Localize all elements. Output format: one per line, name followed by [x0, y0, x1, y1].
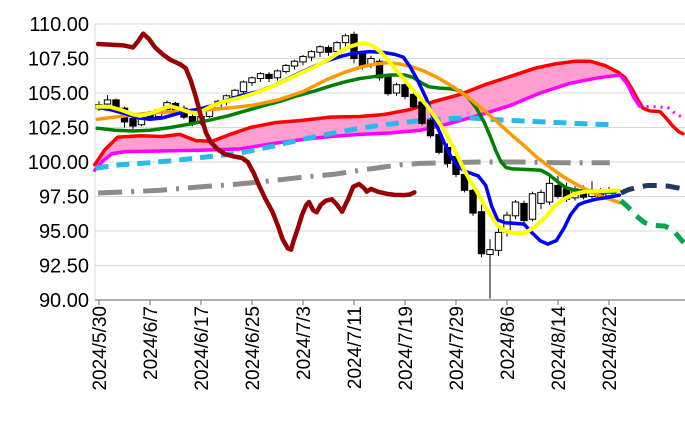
candle-body-up [290, 60, 299, 67]
candle-body-up [282, 64, 290, 73]
y-axis-label: 100.00 [28, 152, 89, 174]
y-axis-label: 105.00 [28, 83, 89, 105]
cloud-top-red-line [93, 59, 685, 167]
forecast-green-dashed-line [619, 198, 685, 245]
x-axis-label: 2024/5/30 [90, 306, 111, 391]
ma-slow-green-line [95, 73, 617, 195]
y-axis-label: 97.50 [39, 187, 89, 209]
x-axis-label: 2024/6/17 [192, 306, 213, 391]
candle-body-up [392, 84, 401, 94]
candle-body-down [520, 202, 528, 222]
forecast-navy-dashed-line [619, 182, 681, 196]
ma-fast-yellow-line [95, 41, 622, 236]
candle-body-up [273, 70, 282, 79]
y-axis-label: 107.50 [28, 49, 89, 71]
candle-body-down [324, 46, 333, 53]
candle-body-up [494, 231, 503, 251]
x-axis-label: 2024/8/22 [600, 306, 621, 391]
cloud-bottom-magenta-dotted-line [639, 104, 684, 119]
candle-body-up [486, 249, 494, 255]
candle-body-down [409, 93, 418, 108]
candle-body-up [537, 191, 545, 204]
y-axis-label: 102.50 [28, 118, 89, 140]
candle-body-up [103, 99, 112, 105]
candle-body-down [554, 184, 562, 198]
candle-body-up [341, 35, 350, 44]
cloud-bottom-magenta-line [93, 73, 642, 173]
y-axis-label: 90.00 [39, 290, 89, 312]
trend-gray-dashdot-line [98, 159, 610, 196]
x-axis-label: 2024/6/25 [243, 306, 264, 391]
candle-body-up [316, 46, 324, 53]
x-axis-label: 2024/7/11 [345, 306, 366, 389]
candle-body-down [469, 189, 477, 214]
candle-body-down [384, 75, 392, 95]
y-axis-label: 92.50 [39, 256, 89, 278]
ichimoku-cloud [94, 61, 621, 171]
trend-cyan-dashed-line [95, 115, 616, 171]
candle-body-down [358, 53, 367, 67]
x-axis-label: 2024/7/19 [396, 306, 417, 391]
candle-body-up [511, 201, 520, 217]
candle-body-down [401, 84, 409, 97]
comparison-dark-red-line [95, 31, 417, 252]
x-axis-label: 2024/8/14 [549, 306, 570, 391]
candle-body-down [426, 119, 435, 137]
x-axis-label: 2024/7/29 [447, 306, 468, 391]
candle-body-down [265, 73, 273, 80]
candle-body-up [256, 73, 265, 80]
candle-body-up [545, 182, 554, 203]
candle-body-up [299, 55, 307, 63]
x-axis-label: 2024/8/6 [498, 306, 519, 380]
candle-body-up [248, 77, 256, 84]
candle-body-down [375, 60, 384, 79]
x-axis-label: 2024/7/3 [294, 306, 315, 380]
candle-body-down [477, 211, 486, 255]
candle-body-up [307, 51, 316, 58]
y-axis-label: 95.00 [39, 221, 89, 243]
y-axis-label: 110.00 [29, 14, 89, 36]
x-axis-label: 2024/6/7 [141, 306, 162, 380]
candle-body-down [129, 118, 137, 127]
candle-body-up [239, 81, 248, 93]
candle-body-up [528, 193, 537, 220]
